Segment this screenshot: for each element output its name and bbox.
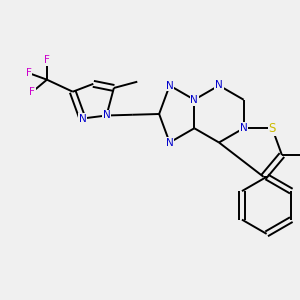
Text: F: F — [29, 87, 35, 97]
Text: N: N — [103, 110, 110, 121]
Text: N: N — [166, 80, 173, 91]
Text: F: F — [26, 68, 32, 78]
Text: N: N — [240, 123, 248, 133]
Text: N: N — [215, 80, 223, 91]
Text: N: N — [79, 113, 86, 124]
Text: S: S — [268, 122, 276, 135]
Text: N: N — [166, 137, 173, 148]
Text: F: F — [44, 55, 50, 65]
Text: N: N — [190, 95, 198, 105]
